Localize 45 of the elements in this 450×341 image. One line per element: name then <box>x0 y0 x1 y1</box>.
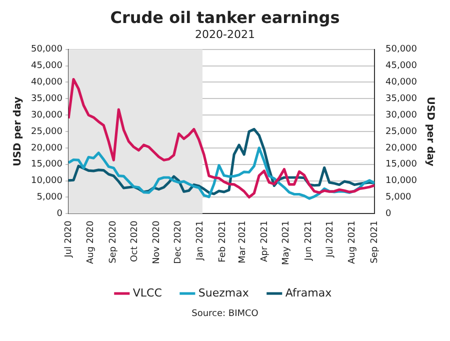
chart-subtitle: 2020-2021 <box>194 28 256 41</box>
y2-tick-label: 10,000 <box>386 176 418 186</box>
y2-tick-label: 5,000 <box>386 192 412 203</box>
y-tick-label: 45,000 <box>30 61 63 72</box>
x-tick-label: Jul 2020 <box>64 220 74 258</box>
y2-tick-label: 15,000 <box>386 160 418 170</box>
chart-title: Crude oil tanker earnings <box>109 8 341 27</box>
y-axis-title: USD per day <box>12 96 24 166</box>
y2-tick-label: 50,000 <box>386 44 418 55</box>
y-tick-label: 50,000 <box>30 44 63 55</box>
y-tick-label: 15,000 <box>30 160 63 170</box>
x-tick-label: Jul 2021 <box>325 220 336 258</box>
y-tick-label: 0 <box>56 208 63 219</box>
legend-label: Aframax <box>285 286 332 300</box>
x-tick-label: Aug 2020 <box>86 220 96 264</box>
legend-label: Suezmax <box>198 286 250 300</box>
y-tick-label: 25,000 <box>30 126 63 137</box>
x-tick-label: Jan 2021 <box>196 220 206 262</box>
x-tick-label: Feb 2021 <box>218 220 228 262</box>
y2-tick-label: 0 <box>386 208 392 219</box>
y2-tick-label: 25,000 <box>386 126 418 137</box>
x-tick-label: Dec 2020 <box>173 220 184 264</box>
y-tick-label: 35,000 <box>30 94 63 104</box>
y2-axis-title: USD per day <box>424 96 436 167</box>
y2-tick-label: 20,000 <box>386 143 418 154</box>
y2-tick-label: 30,000 <box>386 110 418 120</box>
y-tick-label: 20,000 <box>30 143 63 154</box>
x-tick-label: Oct 2020 <box>130 220 140 262</box>
source-note: Source: BIMCO <box>190 309 260 319</box>
y-tick-label: 5,000 <box>36 192 63 203</box>
y2-tick-label: 45,000 <box>386 61 418 72</box>
x-tick-label: Apr 2021 <box>260 220 270 262</box>
y-tick-label: 30,000 <box>30 110 63 120</box>
x-tick-label: May 2021 <box>282 220 292 266</box>
y-tick-label: 40,000 <box>30 78 63 88</box>
x-tick-label: Aug 2021 <box>348 220 358 264</box>
y2-tick-label: 40,000 <box>386 78 418 88</box>
y-tick-label: 10,000 <box>30 176 63 186</box>
x-tick-label: Sep 2020 <box>108 220 118 264</box>
y2-tick-label: 35,000 <box>386 94 418 104</box>
x-tick-label: Mar 2021 <box>238 220 248 264</box>
x-tick-label: Jun 2021 <box>304 220 314 262</box>
x-tick-label: Nov 2020 <box>152 220 162 264</box>
legend-label: VLCC <box>132 286 162 300</box>
x-tick-label: Sep 2021 <box>370 220 380 264</box>
